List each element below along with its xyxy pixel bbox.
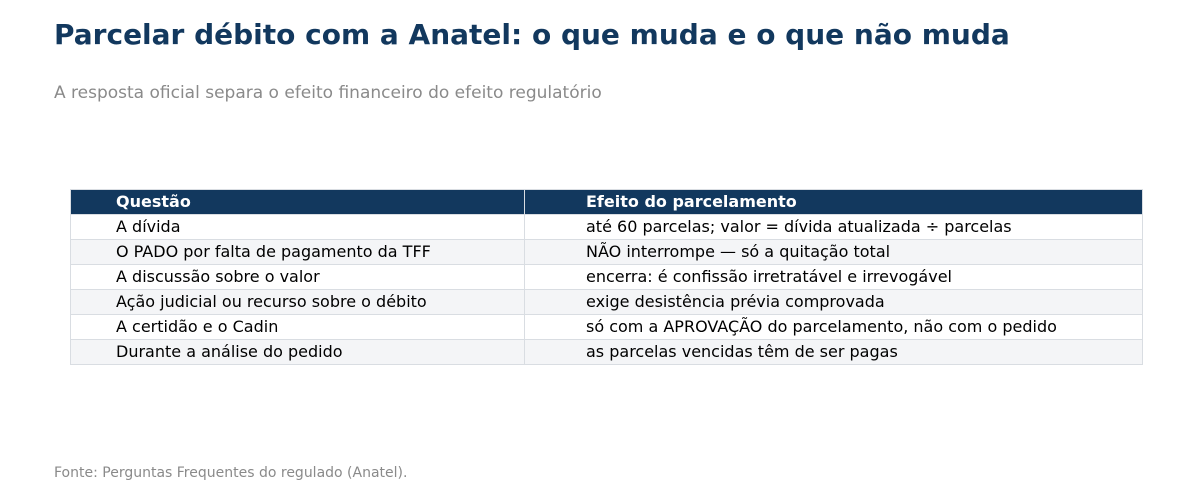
cell-questao: A certidão e o Cadin xyxy=(70,314,525,340)
source-note: Fonte: Perguntas Frequentes do regulado … xyxy=(54,465,408,481)
cell-efeito: só com a APROVAÇÃO do parcelamento, não … xyxy=(524,314,1143,340)
table-row: Ação judicial ou recurso sobre o débito … xyxy=(70,289,1143,315)
cell-efeito: exige desistência prévia comprovada xyxy=(524,289,1143,315)
comparison-table: Questão Efeito do parcelamento A dívida … xyxy=(70,189,1143,365)
cell-questao: A dívida xyxy=(70,214,525,240)
cell-efeito: até 60 parcelas; valor = dívida atualiza… xyxy=(524,214,1143,240)
table-header-row: Questão Efeito do parcelamento xyxy=(70,189,1143,215)
table-row: Durante a análise do pedido as parcelas … xyxy=(70,339,1143,365)
cell-questao: Durante a análise do pedido xyxy=(70,339,525,365)
table-row: A certidão e o Cadin só com a APROVAÇÃO … xyxy=(70,314,1143,340)
column-header-efeito: Efeito do parcelamento xyxy=(524,189,1143,215)
cell-questao: A discussão sobre o valor xyxy=(70,264,525,290)
column-header-questao: Questão xyxy=(70,189,525,215)
table-row: O PADO por falta de pagamento da TFF NÃO… xyxy=(70,239,1143,265)
page-subtitle: A resposta oficial separa o efeito finan… xyxy=(54,83,602,103)
table-row: A discussão sobre o valor encerra: é con… xyxy=(70,264,1143,290)
page-title: Parcelar débito com a Anatel: o que muda… xyxy=(54,18,1010,51)
cell-questao: Ação judicial ou recurso sobre o débito xyxy=(70,289,525,315)
cell-efeito: as parcelas vencidas têm de ser pagas xyxy=(524,339,1143,365)
cell-efeito: encerra: é confissão irretratável e irre… xyxy=(524,264,1143,290)
table-row: A dívida até 60 parcelas; valor = dívida… xyxy=(70,214,1143,240)
cell-questao: O PADO por falta de pagamento da TFF xyxy=(70,239,525,265)
cell-efeito: NÃO interrompe — só a quitação total xyxy=(524,239,1143,265)
